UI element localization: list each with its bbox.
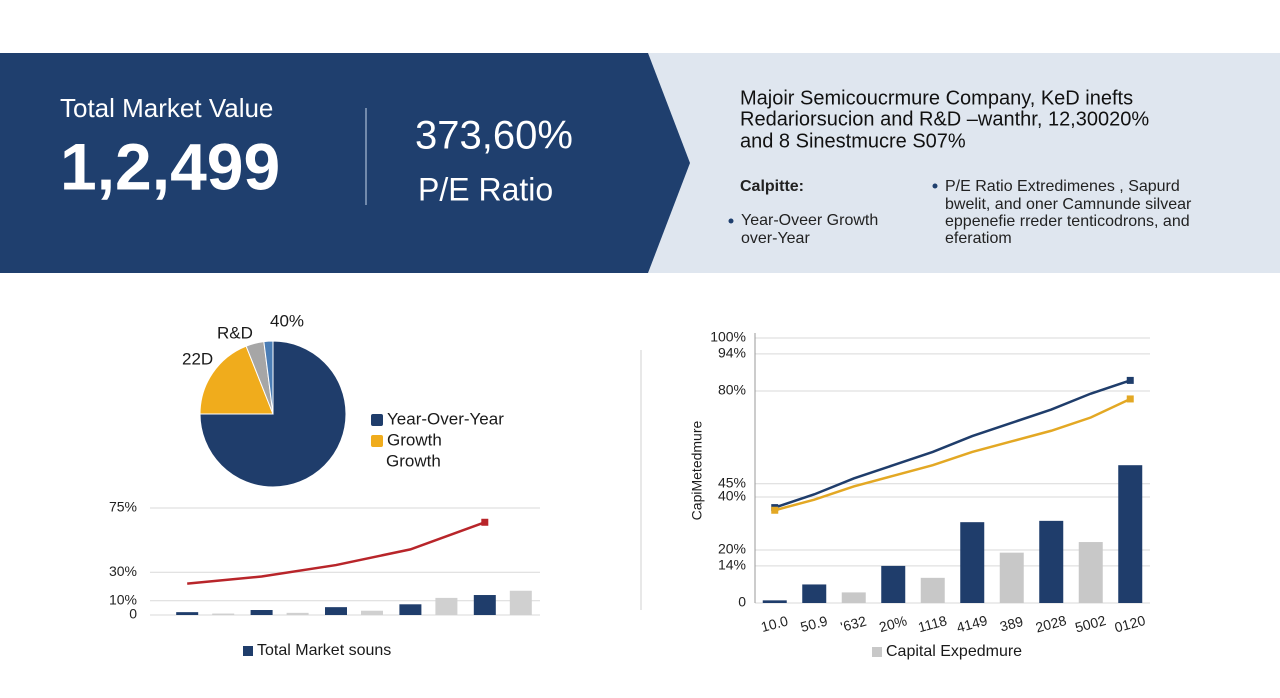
ratio-value: 373,60% (415, 114, 573, 158)
y-tick-label: 100% (710, 329, 746, 345)
bar (250, 610, 273, 615)
x-tick-label: 20% (877, 612, 908, 635)
bar (762, 600, 787, 603)
y-tick-label: 45% (718, 474, 746, 490)
y-tick-label: 75% (109, 499, 137, 515)
bullet-text: Year-Oveer Growth (741, 212, 878, 229)
header-arrow (0, 53, 690, 273)
line (774, 397, 1131, 512)
bar (473, 595, 496, 615)
x-tick-label: 50.9 (799, 612, 830, 635)
annotation: R&D (217, 323, 253, 342)
ratio-label: P/E Ratio (418, 171, 553, 207)
x-tick-label: 389 (998, 613, 1025, 635)
x-tick-label: 0120 (1113, 612, 1147, 636)
bar (841, 592, 866, 603)
pie-slice (199, 345, 274, 415)
bar (212, 613, 235, 615)
line-marker (481, 518, 489, 526)
y-tick-label: 0 (738, 594, 746, 610)
y-tick-label: 80% (718, 382, 746, 398)
y-tick-label: 20% (718, 541, 746, 557)
legend-label: Growth (387, 430, 442, 449)
heading: Calpitte: (740, 178, 804, 195)
line (774, 379, 1131, 509)
x-tick-label: 4149 (955, 612, 989, 636)
y-tick-label: 14% (718, 557, 746, 573)
line-marker (1126, 395, 1134, 403)
pie-slice (263, 340, 274, 415)
y-tick-label: 10% (109, 591, 137, 607)
bar (960, 522, 985, 603)
legend-swatch (371, 414, 383, 426)
bar (361, 610, 383, 615)
description: Redariorsucion and R&D –wanthr, 12,30020… (740, 108, 1149, 130)
bar (802, 584, 827, 603)
bar (509, 590, 532, 615)
legend-label: Year-Over-Year (387, 409, 504, 428)
legend-label: Capital Expedmure (886, 643, 1022, 660)
bar (176, 612, 199, 615)
bar (1078, 542, 1103, 603)
line-marker (1126, 376, 1134, 384)
bar (881, 565, 906, 603)
line-marker (771, 506, 779, 514)
legend-label: Total Market souns (257, 642, 391, 659)
bar (435, 597, 458, 615)
bullet (932, 183, 938, 189)
description: Majoir Semicoucrmure Company, KeD inefts (740, 87, 1133, 109)
y-tick-label: 30% (109, 563, 137, 579)
legend-swatch (243, 646, 253, 656)
bar (325, 607, 347, 615)
x-tick-label: 1118 (916, 612, 948, 635)
x-tick-label: 2028 (1034, 612, 1068, 636)
x-tick-label: 10.0 (759, 612, 790, 635)
legend-swatch (371, 435, 383, 447)
bar (1039, 520, 1064, 603)
bullet-text: P/E Ratio Extredimenes , Sapurd (945, 178, 1180, 195)
bullet-text: over-Year (741, 230, 810, 247)
x-tick-label: '632 (839, 613, 868, 635)
y-axis-label: CapiMetedmure (689, 420, 705, 520)
bullet (728, 218, 734, 224)
y-tick-label: 94% (718, 345, 746, 361)
metric-label: Total Market Value (60, 93, 273, 123)
bar (920, 577, 945, 603)
legend-note: Growth (386, 451, 441, 470)
bullet-text: eppenefie rreder tenticodrons, and (945, 213, 1190, 230)
y-tick-label: 40% (718, 488, 746, 504)
bullet-text: bwelit, and oner Camnunde silvear (945, 196, 1192, 213)
metric-value: 1,2,499 (60, 129, 280, 203)
line (187, 521, 486, 585)
bar (399, 604, 422, 615)
legend-swatch (872, 647, 882, 657)
bar (999, 552, 1024, 603)
description: and 8 Sinestmucre S07% (740, 130, 966, 152)
annotation: 40% (270, 311, 304, 330)
bar (286, 612, 309, 615)
annotation: 22D (182, 349, 213, 368)
pie-slice (199, 340, 347, 488)
bullet-text: eferatiom (945, 230, 1012, 247)
y-tick-label: 0 (129, 606, 137, 622)
x-tick-label: 5002 (1073, 612, 1107, 636)
bar (1118, 465, 1143, 603)
